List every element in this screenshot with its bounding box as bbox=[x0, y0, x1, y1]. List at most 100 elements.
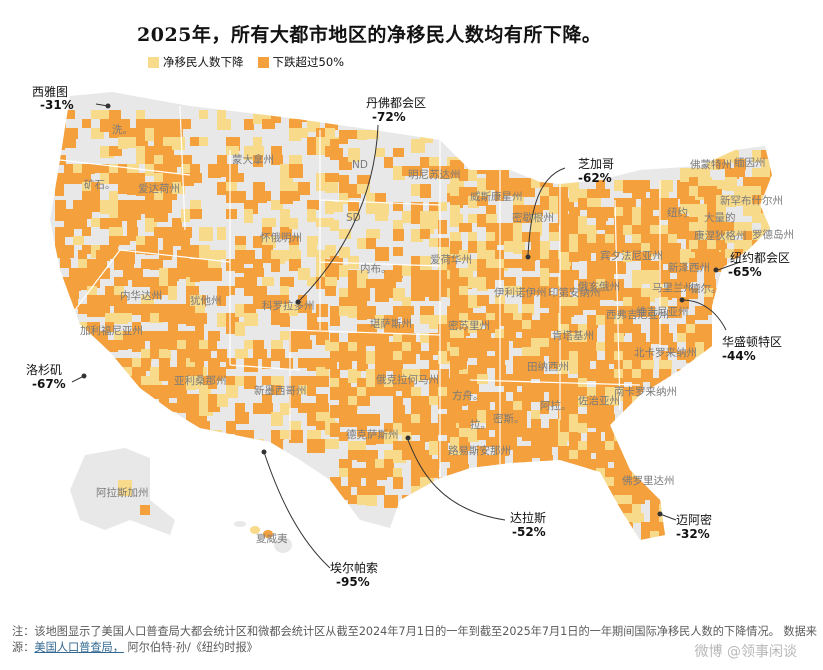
county-area bbox=[569, 531, 578, 540]
county-area bbox=[438, 396, 447, 409]
county-area bbox=[659, 414, 669, 428]
county-area bbox=[531, 356, 544, 365]
county-area bbox=[752, 195, 762, 209]
county-area bbox=[677, 279, 690, 289]
county-area bbox=[78, 421, 92, 433]
county-area bbox=[486, 205, 496, 214]
county-area bbox=[513, 392, 525, 402]
callout-line-denver bbox=[297, 124, 379, 303]
county-area bbox=[307, 385, 316, 396]
county-area bbox=[87, 277, 100, 288]
county-area bbox=[402, 324, 414, 333]
county-area bbox=[393, 468, 402, 479]
county-area bbox=[420, 279, 432, 288]
county-area bbox=[578, 252, 591, 261]
county-area bbox=[623, 432, 636, 444]
county-area bbox=[477, 347, 487, 358]
county-area bbox=[504, 383, 517, 392]
county-area bbox=[339, 229, 351, 239]
county-area bbox=[659, 252, 670, 264]
county-area bbox=[734, 195, 744, 206]
legend-item-over50: 下跌超过50% bbox=[257, 54, 344, 70]
state-label: 密苏里州 bbox=[448, 319, 490, 332]
county-area bbox=[522, 205, 532, 217]
county-area bbox=[375, 315, 386, 329]
county-area bbox=[513, 410, 527, 419]
county-area bbox=[298, 340, 312, 349]
county-area bbox=[486, 169, 496, 181]
county-area bbox=[704, 261, 715, 270]
county-area bbox=[623, 243, 636, 252]
county-area bbox=[641, 441, 654, 451]
county-area bbox=[145, 236, 158, 247]
county-area bbox=[680, 168, 690, 182]
county-area bbox=[132, 376, 143, 385]
county-area bbox=[605, 342, 616, 352]
county-area bbox=[605, 261, 614, 270]
county-area bbox=[109, 146, 122, 156]
county-area bbox=[605, 279, 614, 291]
county-area bbox=[226, 376, 237, 386]
county-area bbox=[668, 405, 680, 419]
county-area bbox=[357, 184, 370, 194]
county-area bbox=[677, 324, 686, 333]
county-area bbox=[716, 213, 726, 226]
county-area bbox=[357, 238, 369, 249]
county-area bbox=[587, 459, 596, 473]
county-area bbox=[402, 342, 411, 351]
county-area bbox=[136, 173, 145, 183]
callout-line-elpaso bbox=[263, 451, 331, 569]
state-label: 加利福尼亚州 bbox=[80, 324, 143, 337]
county-area bbox=[587, 261, 599, 270]
county-area bbox=[271, 340, 283, 350]
county-area bbox=[393, 324, 404, 337]
county-area bbox=[668, 342, 677, 353]
county-area bbox=[504, 401, 514, 415]
county-area bbox=[725, 168, 739, 179]
state-label: 科罗拉多州 bbox=[262, 299, 315, 312]
county-area bbox=[668, 396, 679, 410]
county-area bbox=[289, 385, 298, 396]
county-area bbox=[348, 256, 359, 269]
state-label: 肯塔基州 bbox=[552, 329, 594, 342]
county-area bbox=[123, 412, 133, 424]
county-area bbox=[298, 304, 312, 313]
callout-line-chicago bbox=[527, 167, 566, 256]
county-area bbox=[384, 342, 397, 353]
county-area bbox=[522, 295, 534, 306]
county-area bbox=[438, 315, 449, 324]
county-area bbox=[402, 414, 412, 428]
county-area bbox=[150, 259, 163, 270]
county-area bbox=[632, 495, 645, 504]
county-area bbox=[504, 320, 513, 330]
county-area bbox=[348, 396, 358, 410]
county-area bbox=[704, 297, 713, 308]
county-area bbox=[195, 439, 206, 452]
county-area bbox=[73, 173, 83, 184]
county-area bbox=[677, 468, 689, 478]
county-area bbox=[605, 378, 615, 389]
county-area bbox=[325, 182, 338, 193]
state-label: 内布。 bbox=[360, 262, 392, 275]
census-link[interactable]: 美国人口普查局， bbox=[34, 641, 124, 654]
county-area bbox=[450, 365, 459, 379]
county-area bbox=[477, 241, 491, 250]
state-label: 纽约 bbox=[667, 206, 688, 219]
county-area bbox=[459, 410, 470, 422]
county-area bbox=[118, 137, 128, 149]
county-area bbox=[375, 193, 386, 206]
callout-value-newyork: -65% bbox=[728, 265, 762, 279]
county-area bbox=[623, 504, 632, 515]
county-area bbox=[623, 225, 634, 235]
county-area bbox=[531, 178, 540, 188]
county-area bbox=[384, 387, 396, 396]
county-area bbox=[513, 338, 526, 348]
county-area bbox=[605, 405, 614, 415]
county-area bbox=[208, 358, 220, 367]
county-area bbox=[150, 277, 164, 287]
state-label: 德尔。 bbox=[690, 282, 722, 295]
county-area bbox=[105, 250, 114, 259]
county-area bbox=[605, 324, 616, 333]
county-area bbox=[587, 288, 598, 300]
county-area bbox=[217, 367, 226, 378]
